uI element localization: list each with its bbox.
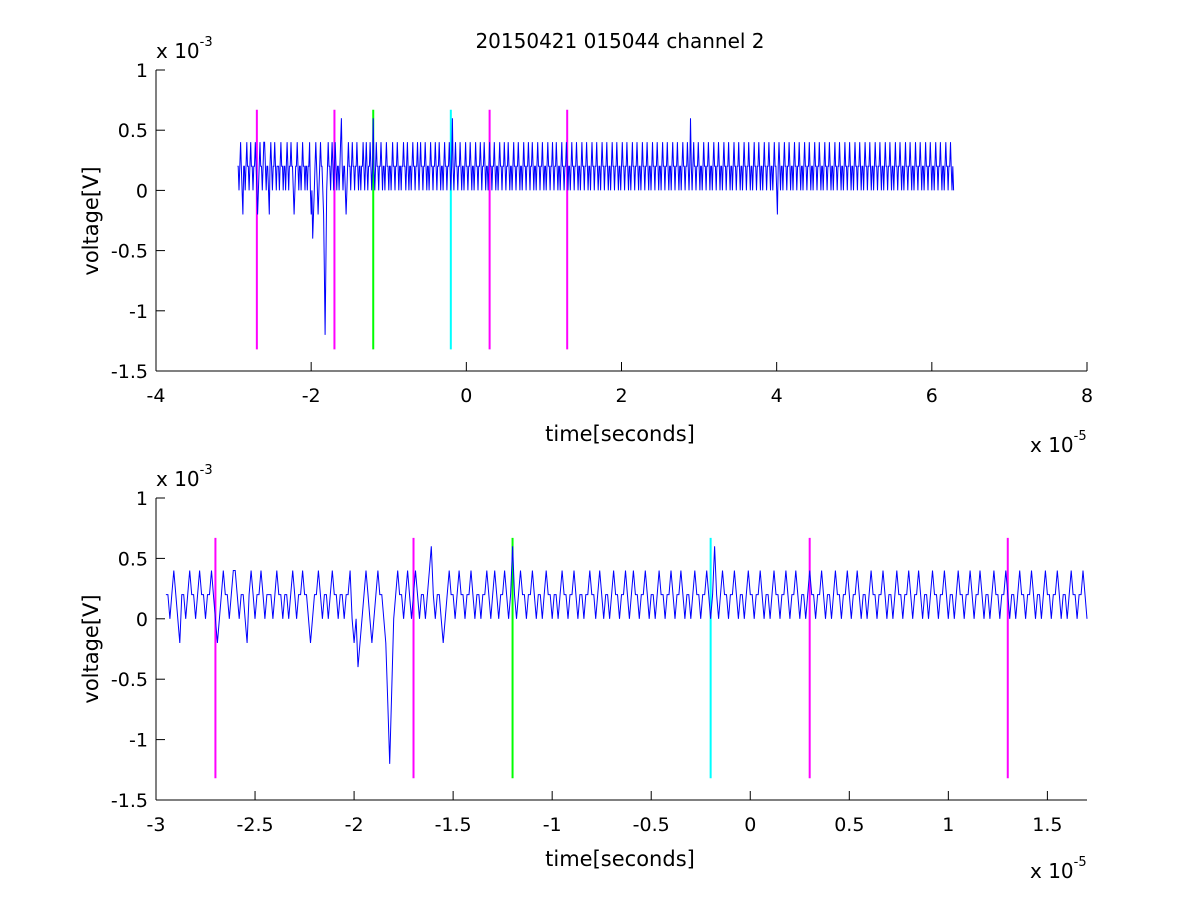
x-tick-label: 0 xyxy=(744,814,756,836)
trace-line xyxy=(165,546,1088,764)
bottom-y-axis-label: voltage[V] xyxy=(79,594,103,703)
y-tick-label: -0.5 xyxy=(111,669,148,691)
y-tick-label: -1.5 xyxy=(111,361,148,383)
top-x-axis-label: time[seconds] xyxy=(545,422,695,446)
x-tick-label: -2.5 xyxy=(237,814,274,836)
bottom-x-multiplier: x 10-5 xyxy=(1030,855,1087,883)
top-marker-lines xyxy=(255,109,569,350)
y-tick-label: 0 xyxy=(136,609,148,631)
x-tick-label: -4 xyxy=(147,385,166,407)
trace-line xyxy=(237,118,955,335)
top-y-multiplier: x 10-3 xyxy=(156,35,213,63)
y-tick-label: 0 xyxy=(136,180,148,202)
top-x-tick-labels: -4 -2 0 2 4 6 8 xyxy=(147,385,1094,407)
bottom-marker-lines xyxy=(214,537,1009,779)
y-tick-label: 1 xyxy=(136,488,148,510)
y-tick-label: -0.5 xyxy=(111,241,148,263)
x-tick-label: 1 xyxy=(942,814,954,836)
top-x-multiplier: x 10-5 xyxy=(1030,429,1087,457)
x-tick-label: -3 xyxy=(147,814,166,836)
x-tick-label: -2 xyxy=(345,814,364,836)
top-y-tick-labels: -1.5 -1 -0.5 0 0.5 1 xyxy=(111,60,148,383)
x-tick-label: -0.5 xyxy=(633,814,670,836)
bottom-subplot: -3 -2.5 -2 -1.5 -1 -0.5 0 0.5 1 1.5 -1.5 -1 -0.5 0 0.… xyxy=(79,463,1088,883)
x-tick-label: -1 xyxy=(543,814,562,836)
x-tick-label: -1.5 xyxy=(435,814,472,836)
bottom-x-tick-labels: -3 -2.5 -2 -1.5 -1 -0.5 0 0.5 1 1.5 xyxy=(147,814,1063,836)
top-subplot: -4 -2 0 2 4 6 8 -1.5-1-0.500.51 time[seconds] … xyxy=(79,35,1093,457)
top-voltage-trace xyxy=(237,118,955,335)
bottom-axes xyxy=(155,497,1087,801)
figure-title: 20150421 015044 channel 2 xyxy=(475,29,764,53)
x-tick-label: 2 xyxy=(615,385,627,407)
top-axes xyxy=(155,69,1088,372)
x-tick-label: 0.5 xyxy=(834,814,864,836)
y-tick-label: -1.5 xyxy=(111,790,148,812)
y-tick-label: 0.5 xyxy=(118,548,148,570)
bottom-voltage-trace xyxy=(165,546,1088,764)
x-tick-label: 0 xyxy=(460,385,472,407)
bottom-y-multiplier: x 10-3 xyxy=(156,463,213,491)
y-tick-label: -1 xyxy=(129,301,148,323)
top-y-axis-label: voltage[V] xyxy=(79,166,103,275)
x-tick-label: -2 xyxy=(302,385,321,407)
bottom-y-tick-labels: -1.5 -1 -0.5 0 0.5 1 xyxy=(111,488,148,812)
y-tick-label: 0.5 xyxy=(118,120,148,142)
y-tick-label: -1 xyxy=(129,730,148,752)
y-tick-label: 1 xyxy=(136,60,148,82)
x-tick-label: 1.5 xyxy=(1032,814,1062,836)
x-tick-label: 8 xyxy=(1081,385,1093,407)
x-tick-label: 4 xyxy=(771,385,783,407)
x-tick-label: 6 xyxy=(926,385,938,407)
bottom-x-axis-label: time[seconds] xyxy=(545,847,695,871)
